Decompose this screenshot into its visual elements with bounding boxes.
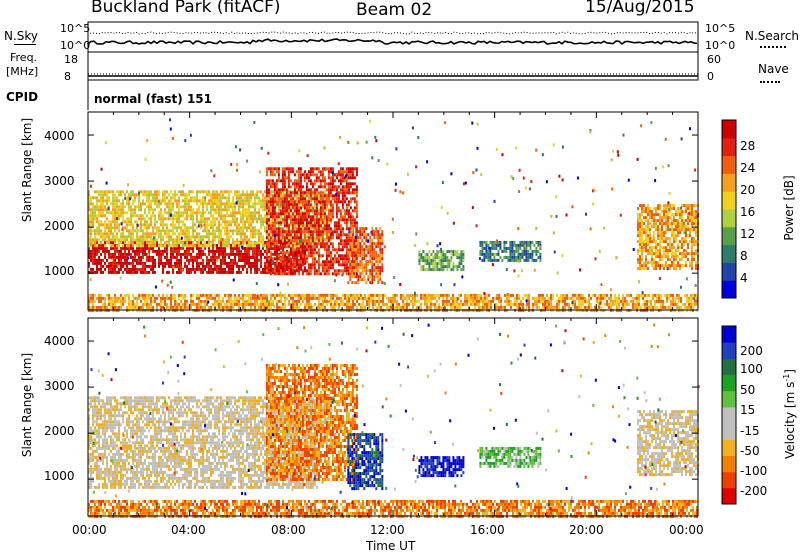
power-scatter-noise bbox=[89, 118, 699, 308]
velocity-echo-region-5 bbox=[479, 446, 542, 468]
power-colorbar-band-5 bbox=[722, 191, 736, 210]
nave-label: Nave bbox=[758, 62, 789, 76]
velocity-cb-tick-neg50: -50 bbox=[740, 444, 760, 458]
xtick-1600: 16:00 bbox=[470, 523, 505, 537]
power-colorbar-band-2 bbox=[722, 244, 736, 263]
xtick-2000: 20:00 bbox=[569, 523, 604, 537]
velocity-cb-tick-50: 50 bbox=[740, 383, 756, 397]
power-colorbar-band-8 bbox=[722, 137, 736, 157]
power-colorbar-band-4 bbox=[722, 209, 736, 228]
site-title: Buckland Park (fitACF) bbox=[91, 0, 281, 17]
velocity-colorbar-frame bbox=[721, 325, 737, 505]
velocity-colorbar-band-1 bbox=[722, 471, 736, 489]
velocity-cb-tick-neg100: -100 bbox=[740, 464, 768, 478]
power-cb-tick-28: 28 bbox=[740, 139, 756, 153]
velocity-colorbar-band-9 bbox=[722, 342, 736, 359]
power-cb-tick-8: 8 bbox=[740, 249, 748, 263]
velocity-colorbar-band-0 bbox=[722, 487, 736, 505]
power-cb-tick-24: 24 bbox=[740, 161, 756, 175]
freq-unit: [MHz] bbox=[6, 65, 39, 78]
cpid-value: normal (fast) 151 bbox=[94, 92, 212, 106]
nave-bottom-tick: 0 bbox=[707, 70, 714, 83]
velocity-colorbar-band-8 bbox=[722, 358, 736, 376]
nsearch-legend-line bbox=[760, 46, 786, 48]
power-cb-tick-20: 20 bbox=[740, 183, 756, 197]
date-label: 15/Aug/2015 bbox=[585, 0, 695, 17]
velocity-cb-tick-15: 15 bbox=[740, 403, 756, 417]
power-echo-region-4 bbox=[418, 250, 465, 272]
velocity-colorbar-band-2 bbox=[722, 455, 736, 473]
power-ytick-2000: 2000 bbox=[44, 219, 75, 233]
nsky-label: N.Sky bbox=[4, 29, 39, 43]
velocity-cb-tick-200: 200 bbox=[740, 344, 763, 358]
nsky-panel-frame bbox=[87, 21, 699, 53]
power-colorbar-band-0 bbox=[722, 280, 736, 299]
xtick-2400: 00:00 bbox=[669, 523, 704, 537]
power-colorbar-band-3 bbox=[722, 226, 736, 246]
velocity-cb-tick-neg15: -15 bbox=[740, 424, 760, 438]
xtick-0000: 00:00 bbox=[72, 523, 107, 537]
power-echo-region-2 bbox=[265, 167, 358, 276]
power-ytick-1000: 1000 bbox=[44, 264, 75, 278]
power-cb-tick-4: 4 bbox=[740, 271, 748, 285]
velocity-colorbar-band-4 bbox=[722, 423, 736, 440]
power-ytick-3000: 3000 bbox=[44, 174, 75, 188]
velocity-colorbar-band-10 bbox=[722, 326, 736, 343]
power-echo-region-5 bbox=[479, 240, 542, 262]
velocity-colorbar-band-5 bbox=[722, 406, 736, 424]
velocity-ytick-1000: 1000 bbox=[44, 469, 75, 483]
velocity-echo-region-3 bbox=[347, 433, 384, 491]
velocity-colorbar-band-7 bbox=[722, 374, 736, 392]
power-echo-region-1 bbox=[88, 190, 332, 248]
nsearch-label: N.Search bbox=[745, 29, 800, 43]
velocity-ytick-4000: 4000 bbox=[44, 334, 75, 348]
velocity-echo-region-4 bbox=[418, 456, 465, 478]
velocity-cb-tick-neg200: -200 bbox=[740, 484, 768, 498]
velocity-ytick-2000: 2000 bbox=[44, 424, 75, 438]
power-colorbar-band-6 bbox=[722, 173, 736, 192]
nsky-top-tick: 10^5 bbox=[60, 22, 91, 35]
nave-top-tick: 60 bbox=[707, 53, 721, 66]
velocity-scatter-noise bbox=[90, 323, 700, 514]
power-cb-tick-12: 12 bbox=[740, 227, 756, 241]
freq-label: Freq. bbox=[10, 51, 38, 64]
nsearch-top-tick: 10^5 bbox=[705, 22, 736, 35]
x-axis-label: Time UT bbox=[366, 539, 416, 553]
nsearch-trace bbox=[87, 31, 698, 35]
xtick-1200: 12:00 bbox=[370, 523, 405, 537]
velocity-colorbar-band-6 bbox=[722, 390, 736, 408]
power-ytick-4000: 4000 bbox=[44, 129, 75, 143]
xtick-0400: 04:00 bbox=[171, 523, 206, 537]
power-echo-region-3 bbox=[347, 227, 384, 285]
freq-bottom-tick: 8 bbox=[64, 70, 71, 83]
freq-top-tick: 18 bbox=[64, 53, 78, 66]
freq-panel-frame bbox=[87, 51, 699, 81]
velocity-ytick-3000: 3000 bbox=[44, 379, 75, 393]
cpid-label: CPID bbox=[6, 90, 39, 104]
velocity-colorbar-band-3 bbox=[722, 439, 736, 456]
nsky-legend-line bbox=[14, 44, 36, 45]
nsky-trace bbox=[87, 38, 698, 45]
nsearch-bottom-tick: 10^0 bbox=[705, 39, 736, 52]
nsky-bottom-tick: 10^0 bbox=[60, 39, 91, 52]
power-colorbar-band-9 bbox=[722, 120, 736, 139]
power-cb-tick-16: 16 bbox=[740, 205, 756, 219]
power-colorbar-band-7 bbox=[722, 155, 736, 174]
velocity-cb-tick-100: 100 bbox=[740, 362, 763, 376]
nave-legend-line bbox=[760, 81, 780, 83]
xtick-0800: 08:00 bbox=[271, 523, 306, 537]
power-colorbar-frame bbox=[721, 119, 737, 299]
beam-label: Beam 02 bbox=[356, 0, 433, 20]
power-colorbar-band-1 bbox=[722, 262, 736, 281]
